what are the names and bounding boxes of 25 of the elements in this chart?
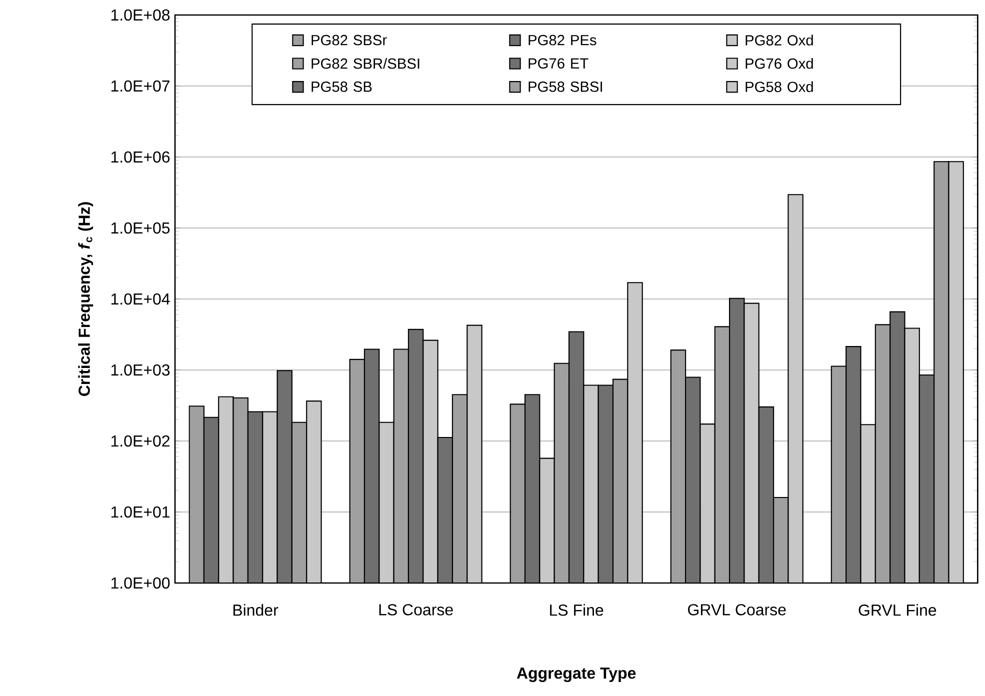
legend-label: PG58 SB (312, 82, 372, 92)
y-tick-label: 1.0E+05 (111, 222, 170, 234)
legend-label: PG82 SBR/SBSI (312, 58, 420, 69)
y-tick-label: 1.0E+03 (111, 364, 170, 376)
y-tick-label: 1.0E+02 (111, 435, 170, 447)
legend-label: PG76 ET (528, 58, 588, 69)
y-tick-label: 1.0E+04 (111, 293, 170, 305)
y-tick-label: 1.0E+00 (111, 577, 170, 589)
x-tick-label: GRVL Fine (858, 604, 936, 616)
y-axis-title: Critical Frequency, f$_{c}$ (Hz) (78, 202, 94, 396)
x-tick-label: LS Fine (550, 604, 604, 616)
legend-label: PG82 PEs (528, 34, 596, 46)
y-tick-label: 1.0E+08 (111, 9, 170, 21)
legend-label: PG82 SBSr (312, 34, 387, 46)
x-tick-label: GRVL Coarse (688, 604, 786, 616)
y-tick-label: 1.0E+06 (111, 151, 170, 163)
x-tick-label: Binder (233, 604, 278, 616)
x-tick-label: LS Coarse (379, 604, 453, 616)
legend-label: PG58 Oxd (746, 81, 813, 92)
legend-label: PG76 Oxd (746, 58, 813, 69)
legend-label: PG58 SBSI (528, 82, 602, 92)
legend-label: PG82 Oxd (746, 34, 813, 46)
y-tick-label: 1.0E+07 (111, 80, 170, 92)
y-tick-label: 1.0E+01 (111, 506, 170, 518)
x-axis-title: Aggregate Type (516, 668, 636, 682)
